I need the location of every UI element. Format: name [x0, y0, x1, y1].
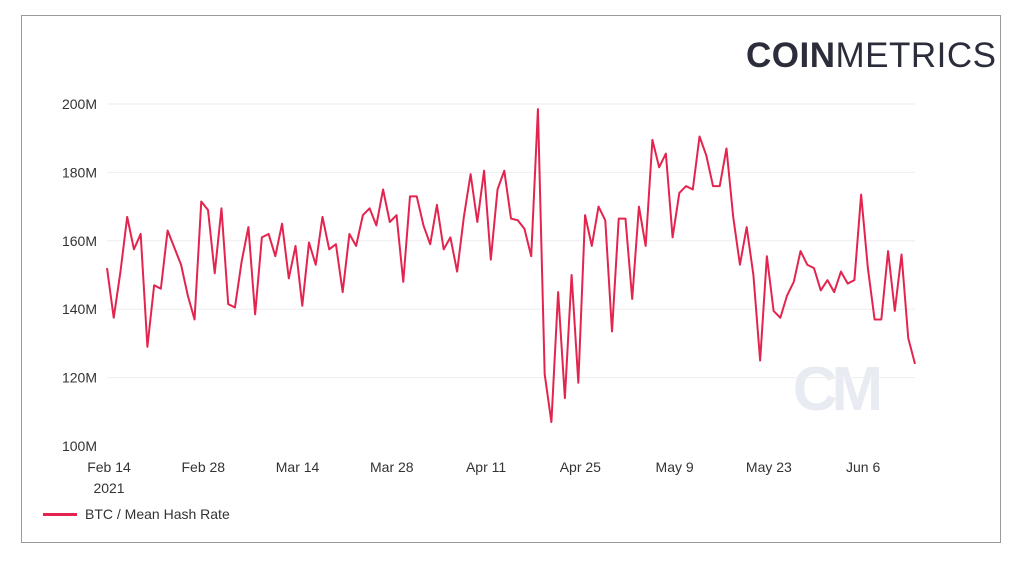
x-tick-label: Mar 28: [370, 459, 414, 475]
y-tick-label: 120M: [62, 370, 97, 386]
x-tick-label: Mar 14: [276, 459, 320, 475]
x-tick-label: May 23: [746, 459, 792, 475]
coinmetrics-logo: COINMETRICS: [746, 36, 997, 76]
x-tick-label: Apr 25: [560, 459, 601, 475]
series-line-btc-mean-hash-rate: [106, 108, 916, 424]
x-tick-label: Apr 11: [466, 459, 506, 475]
chart-legend[interactable]: BTC / Mean Hash Rate: [43, 506, 230, 522]
y-tick-label: 140M: [62, 301, 97, 317]
legend-swatch: [43, 512, 77, 516]
cm-watermark: CM: [793, 355, 880, 424]
logo-bold-part: COIN: [746, 36, 836, 75]
legend-label: BTC / Mean Hash Rate: [85, 506, 230, 522]
y-axis-ticks: 100M 120M 140M 160M 180M 200M: [62, 96, 97, 454]
x-tick-year-label: 2021: [93, 480, 124, 496]
logo-light-part: METRICS: [835, 36, 997, 75]
y-tick-label: 180M: [62, 164, 97, 180]
y-tick-label: 200M: [62, 96, 97, 112]
y-tick-label: 160M: [62, 233, 97, 249]
x-axis-ticks: Feb 14 2021 Feb 28 Mar 14 Mar 28 Apr 11 Apr 25…: [87, 459, 880, 496]
x-tick-label: Feb 14: [87, 459, 131, 475]
x-tick-label: May 9: [656, 459, 694, 475]
y-gridlines: [107, 103, 915, 379]
x-tick-label: Jun 6: [846, 459, 880, 475]
x-tick-label: Feb 28: [181, 459, 225, 475]
y-tick-label: 100M: [62, 438, 97, 454]
